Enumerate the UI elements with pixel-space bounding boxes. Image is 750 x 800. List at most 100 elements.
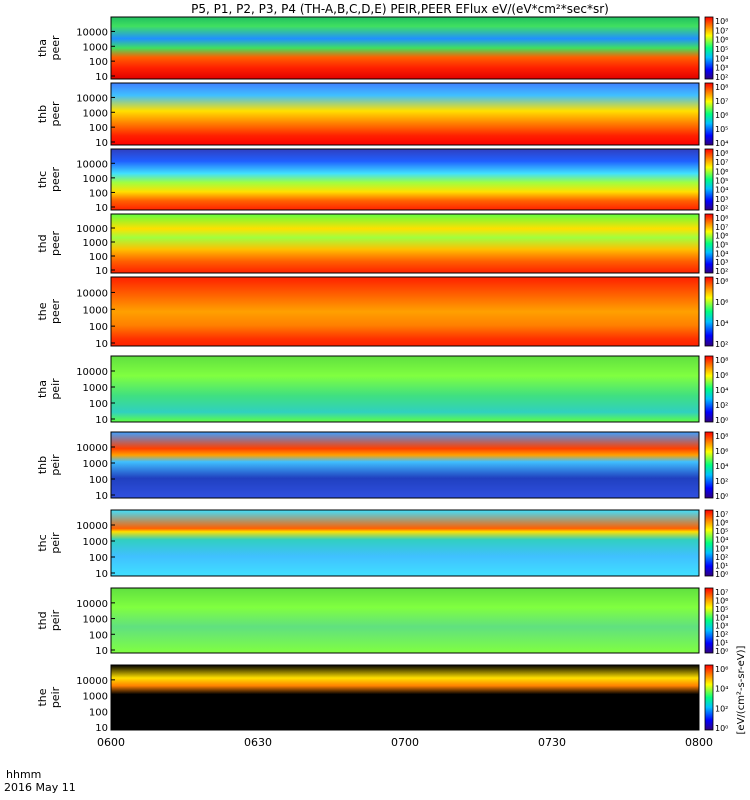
colorbar-tick-label: 10⁵ bbox=[715, 125, 728, 134]
colorbar bbox=[704, 664, 714, 731]
colorbar-tick-label: 10⁴ bbox=[715, 139, 728, 148]
colorbar-tick-label: 10² bbox=[715, 630, 728, 639]
date-label: 2016 May 11 bbox=[4, 781, 76, 794]
y-tick-label: 100 bbox=[89, 252, 108, 263]
colorbar-tick-label: 10⁷ bbox=[715, 223, 728, 232]
y-tick-label: 100 bbox=[89, 57, 108, 68]
y-axis-label: tha bbox=[36, 380, 49, 398]
colorbar-tick-label: 10⁴ bbox=[715, 319, 728, 328]
y-axis-label: the bbox=[36, 302, 49, 320]
colorbar-tick-label: 10³ bbox=[715, 622, 728, 631]
y-tick-label: 1000 bbox=[83, 615, 108, 626]
x-tick-label: 0730 bbox=[538, 736, 566, 749]
y-axis-label: thb bbox=[36, 105, 49, 123]
panel-frame bbox=[110, 431, 700, 499]
y-axis-label: thd bbox=[36, 611, 49, 629]
colorbar-tick-label: 10² bbox=[715, 204, 728, 213]
x-tick-label: 0600 bbox=[97, 736, 125, 749]
y-axis-label: peir bbox=[49, 686, 62, 708]
colorbar-tick-label: 10⁰ bbox=[715, 724, 728, 733]
y-tick-label: 10 bbox=[95, 646, 108, 657]
panel-frame bbox=[110, 82, 700, 146]
y-tick-label: 1000 bbox=[83, 108, 108, 119]
colorbar-tick-label: 10⁵ bbox=[715, 605, 728, 614]
colorbar-tick-label: 10⁴ bbox=[715, 536, 728, 545]
y-axis-label: peer bbox=[49, 299, 62, 325]
colorbar-tick-label: 10⁶ bbox=[715, 519, 728, 528]
y-tick-label: 1000 bbox=[83, 692, 108, 703]
colorbar-tick-label: 10² bbox=[715, 704, 728, 713]
y-axis-label: tha bbox=[36, 39, 49, 57]
colorbar-tick-label: 10¹ bbox=[715, 561, 728, 570]
colorbar-tick-label: 10² bbox=[715, 553, 728, 562]
spectrogram-the-peir bbox=[111, 665, 699, 730]
colorbar-tick-label: 10⁴ bbox=[715, 249, 728, 258]
y-tick-label: 10 bbox=[95, 138, 108, 149]
colorbar-tick-label: 10⁶ bbox=[715, 36, 728, 45]
colorbar bbox=[704, 587, 714, 654]
colorbar-tick-label: 10⁶ bbox=[715, 447, 728, 456]
x-tick-label: 0800 bbox=[685, 736, 713, 749]
colorbar-tick-label: 10⁶ bbox=[715, 167, 728, 176]
y-tick-label: 1000 bbox=[83, 537, 108, 548]
y-tick-label: 1000 bbox=[83, 174, 108, 185]
colorbar-tick-label: 10⁰ bbox=[715, 416, 728, 425]
colorbar-tick-label: 10⁸ bbox=[715, 277, 728, 286]
y-axis-label: thc bbox=[36, 171, 49, 188]
chart-title: P5, P1, P2, P3, P4 (TH-A,B,C,D,E) PEIR,P… bbox=[191, 2, 609, 16]
colorbar-tick-label: 10² bbox=[715, 401, 728, 410]
colorbar-tick-label: 10⁶ bbox=[715, 232, 728, 241]
colorbar-tick-label: 10⁴ bbox=[715, 462, 728, 471]
colorbar-tick-label: 10⁰ bbox=[715, 647, 728, 656]
y-tick-label: 10000 bbox=[76, 93, 108, 104]
y-tick-label: 1000 bbox=[83, 42, 108, 53]
colorbar-tick-label: 10⁷ bbox=[715, 97, 728, 106]
time-axis-label: hhmm bbox=[6, 768, 41, 781]
colorbar-tick-label: 10² bbox=[715, 267, 728, 276]
y-axis-label: peer bbox=[49, 101, 62, 127]
colorbar bbox=[704, 82, 714, 146]
colorbar-tick-label: 10⁴ bbox=[715, 54, 728, 63]
colorbar-tick-label: 10⁶ bbox=[715, 298, 728, 307]
colorbar-tick-label: 10⁵ bbox=[715, 241, 728, 250]
spectrogram-thc-peer bbox=[111, 149, 699, 210]
panel-frame bbox=[110, 16, 700, 80]
y-tick-label: 100 bbox=[89, 322, 108, 333]
spectrogram-thb-peer bbox=[111, 83, 699, 145]
spectrogram-thd-peer bbox=[111, 214, 699, 273]
colorbar-tick-label: 10⁸ bbox=[715, 17, 728, 26]
y-axis-label: thc bbox=[36, 534, 49, 551]
colorbar-units-label: [eV/(cm²-s-sr-eV)] bbox=[736, 645, 747, 734]
y-axis-label: peir bbox=[49, 378, 62, 400]
colorbar-tick-label: 10³ bbox=[715, 195, 728, 204]
colorbar-tick-label: 10⁸ bbox=[715, 83, 728, 92]
colorbar bbox=[704, 509, 714, 577]
spectrogram-thb-peir bbox=[111, 432, 699, 498]
spectrogram-thc-peir bbox=[111, 510, 699, 576]
y-tick-label: 100 bbox=[89, 630, 108, 641]
colorbar-tick-label: 10² bbox=[715, 340, 728, 349]
colorbar-tick-label: 10⁵ bbox=[715, 177, 728, 186]
colorbar bbox=[704, 213, 714, 274]
colorbar bbox=[704, 16, 714, 80]
y-tick-label: 1000 bbox=[83, 459, 108, 470]
colorbar-tick-label: 10⁵ bbox=[715, 45, 728, 54]
colorbar-tick-label: 10⁴ bbox=[715, 386, 728, 395]
y-axis-label: thb bbox=[36, 456, 49, 474]
y-axis-label: peir bbox=[49, 609, 62, 631]
colorbar-tick-label: 10² bbox=[715, 73, 728, 82]
panel-frame bbox=[110, 148, 700, 211]
y-tick-label: 1000 bbox=[83, 383, 108, 394]
y-tick-label: 10000 bbox=[76, 443, 108, 454]
colorbar bbox=[704, 431, 714, 499]
y-axis-label: peer bbox=[49, 167, 62, 193]
colorbar bbox=[704, 148, 714, 211]
panel-frame bbox=[110, 213, 700, 274]
y-tick-label: 100 bbox=[89, 553, 108, 564]
colorbar-tick-label: 10¹ bbox=[715, 639, 728, 648]
panel-frame bbox=[110, 587, 700, 654]
y-tick-label: 100 bbox=[89, 475, 108, 486]
panel-frame bbox=[110, 276, 700, 347]
colorbar-tick-label: 10⁷ bbox=[715, 26, 728, 35]
